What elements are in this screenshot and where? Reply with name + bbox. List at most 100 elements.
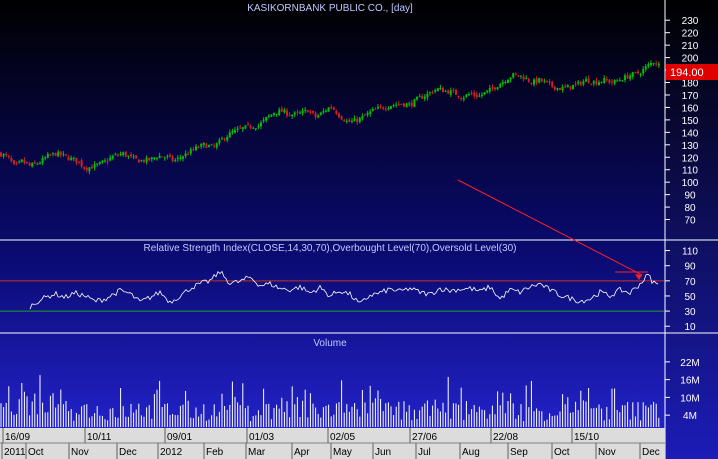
x-month-label: Oct <box>28 447 44 458</box>
price-candle-body <box>148 157 151 161</box>
trend-arrow-annotation <box>457 179 643 276</box>
price-candle-body <box>483 92 486 95</box>
x-month-label: May <box>333 447 352 458</box>
price-candle-body <box>468 93 470 95</box>
price-candle-body <box>46 153 49 158</box>
price-candle-body <box>260 122 262 127</box>
price-candle-body <box>23 160 26 163</box>
price-candle-body <box>137 159 140 163</box>
price-candle-body <box>655 63 658 65</box>
rsi-panel <box>0 270 664 312</box>
price-candle-body <box>249 125 252 128</box>
price-candle-body <box>647 64 650 67</box>
price-candle-body <box>78 161 80 163</box>
x-month-label: 2011 <box>4 447 26 458</box>
price-candle-body <box>366 112 369 116</box>
x-date-label: 22/08 <box>493 432 518 443</box>
price-candle-body <box>431 92 434 94</box>
price-candle-body <box>605 79 608 81</box>
trend-arrow-head <box>635 274 642 280</box>
price-candle-body <box>210 144 213 146</box>
price-candle-body <box>286 110 288 116</box>
rsi-tick-label: 50 <box>684 292 696 303</box>
price-tick-label: 180 <box>682 79 699 90</box>
price-candle-body <box>530 82 533 84</box>
price-candle-body <box>429 92 431 94</box>
rsi-tick-label: 10 <box>684 322 696 333</box>
price-candle-body <box>491 87 494 89</box>
price-candle-body <box>202 143 205 145</box>
price-candle-body <box>72 157 75 159</box>
price-candle-body <box>59 151 62 155</box>
price-candle-body <box>327 107 330 112</box>
price-candle-body <box>351 120 353 122</box>
price-candle-body <box>312 110 314 113</box>
price-candle-body <box>572 84 574 90</box>
price-candle-body <box>153 157 156 159</box>
price-candle-body <box>579 82 582 85</box>
price-candle-body <box>613 79 616 84</box>
price-candle-body <box>413 99 416 108</box>
price-candle-body <box>330 107 333 109</box>
price-candle-body <box>309 111 312 113</box>
price-candle-body <box>254 128 257 130</box>
price-candle-body <box>410 102 413 106</box>
price-candle-body <box>54 152 57 156</box>
volume-tick-label: 16M <box>680 376 699 387</box>
price-candle-body <box>449 90 452 95</box>
price-candle-body <box>169 155 171 157</box>
price-candle-body <box>205 143 208 148</box>
x-month-label: Nov <box>598 447 616 458</box>
price-candle-body <box>657 63 660 66</box>
x-date-label: 10/11 <box>87 432 112 443</box>
price-candle-body <box>187 154 190 156</box>
price-candle-body <box>624 75 626 80</box>
price-candle-body <box>634 71 637 73</box>
price-candle-body <box>130 154 132 157</box>
price-candle-body <box>228 132 231 138</box>
price-candle-body <box>447 90 450 94</box>
price-candle-body <box>83 167 86 169</box>
price-candle-body <box>117 155 119 157</box>
price-candle-body <box>452 89 455 91</box>
price-candle-body <box>551 81 554 87</box>
price-candle-body <box>91 166 93 169</box>
price-candle-body <box>553 86 556 90</box>
price-candle-body <box>278 109 281 116</box>
price-candle-body <box>361 115 364 119</box>
price-tick-label: 80 <box>684 203 696 214</box>
x-month-label: Nov <box>71 447 89 458</box>
price-candle-body <box>39 163 41 165</box>
price-tick-label: 170 <box>682 91 699 102</box>
price-candle-body <box>208 145 210 147</box>
price-candle-body <box>556 88 559 90</box>
price-candle-body <box>353 118 356 122</box>
price-candle-body <box>621 80 624 82</box>
price-candle-body <box>470 93 473 95</box>
price-candle-body <box>179 157 182 159</box>
price-candle-body <box>582 81 585 85</box>
price-candle-body <box>600 81 603 83</box>
price-candle-body <box>325 110 327 112</box>
x-axis: 16/09 10/11 09/01 01/03 02/05 27/06 22/08 15/10… <box>1 428 660 459</box>
price-candle-body <box>296 111 299 113</box>
price-candle-body <box>379 105 382 107</box>
price-candle-body <box>478 95 481 97</box>
price-candle-body <box>598 82 600 86</box>
price-candle-body <box>0 152 2 157</box>
price-candle-body <box>626 75 629 79</box>
price-candle-body <box>143 159 145 162</box>
price-candle-body <box>332 107 335 110</box>
price-candle-body <box>226 136 229 141</box>
price-candle-body <box>473 92 476 96</box>
price-candle-body <box>561 86 564 91</box>
price-candle-body <box>182 156 184 159</box>
volume-tick-label: 4M <box>683 411 697 422</box>
price-candle-body <box>200 143 203 147</box>
price-candle-body <box>236 128 239 130</box>
price-candle-body <box>426 93 429 98</box>
price-candle-body <box>85 168 88 171</box>
price-candle-body <box>618 80 621 82</box>
price-candle-body <box>335 110 338 114</box>
